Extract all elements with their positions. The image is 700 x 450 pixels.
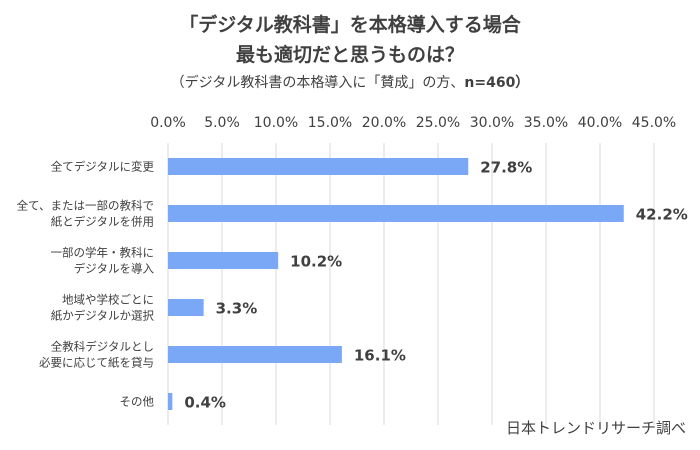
bar: [168, 205, 624, 222]
data-label: 27.8%: [480, 159, 532, 177]
bar: [168, 158, 469, 175]
category-label: 全てデジタルに変更: [51, 160, 155, 174]
x-tick-label: 25.0%: [416, 115, 460, 131]
bar: [168, 299, 204, 316]
x-tick-label: 5.0%: [204, 115, 240, 131]
x-tick-label: 0.0%: [150, 115, 186, 131]
chart-title-line-1: 「デジタル教科書」を本格導入する場合: [179, 14, 521, 36]
source-credit: 日本トレンドリサーチ調べ: [505, 419, 686, 437]
category-label: その他: [120, 395, 155, 409]
x-tick-label: 45.0%: [632, 115, 676, 131]
data-label: 3.3%: [216, 300, 258, 318]
x-tick-label: 10.0%: [254, 115, 298, 131]
chart-subtitle: （デジタル教科書の本格導入に「賛成」の方、n=460）: [0, 72, 700, 92]
bar: [168, 346, 342, 363]
sample-size: n=460）: [464, 75, 530, 91]
bar: [168, 252, 279, 269]
bar: [168, 393, 173, 410]
chart-title-line-2: 最も適切だと思うものは？: [235, 44, 464, 66]
category-label: 全教科デジタルとし必要に応じて紙を貸与: [39, 340, 154, 370]
data-label: 10.2%: [290, 253, 342, 271]
x-tick-label: 40.0%: [578, 115, 622, 131]
data-label: 0.4%: [184, 394, 226, 412]
data-label: 16.1%: [354, 347, 406, 365]
category-label: 地域や学校ごとに紙かデジタルか選択: [51, 293, 155, 323]
x-tick-label: 35.0%: [524, 115, 568, 131]
x-tick-label: 15.0%: [308, 115, 352, 131]
subtitle-text: （デジタル教科書の本格導入に「賛成」の方、: [170, 75, 465, 91]
x-tick-label: 20.0%: [362, 115, 406, 131]
category-label: 全て、または一部の教科で紙とデジタルを併用: [17, 199, 154, 229]
x-tick-label: 30.0%: [470, 115, 514, 131]
category-label: 一部の学年・教科にデジタルを導入: [51, 246, 155, 276]
data-label: 42.2%: [636, 206, 688, 224]
